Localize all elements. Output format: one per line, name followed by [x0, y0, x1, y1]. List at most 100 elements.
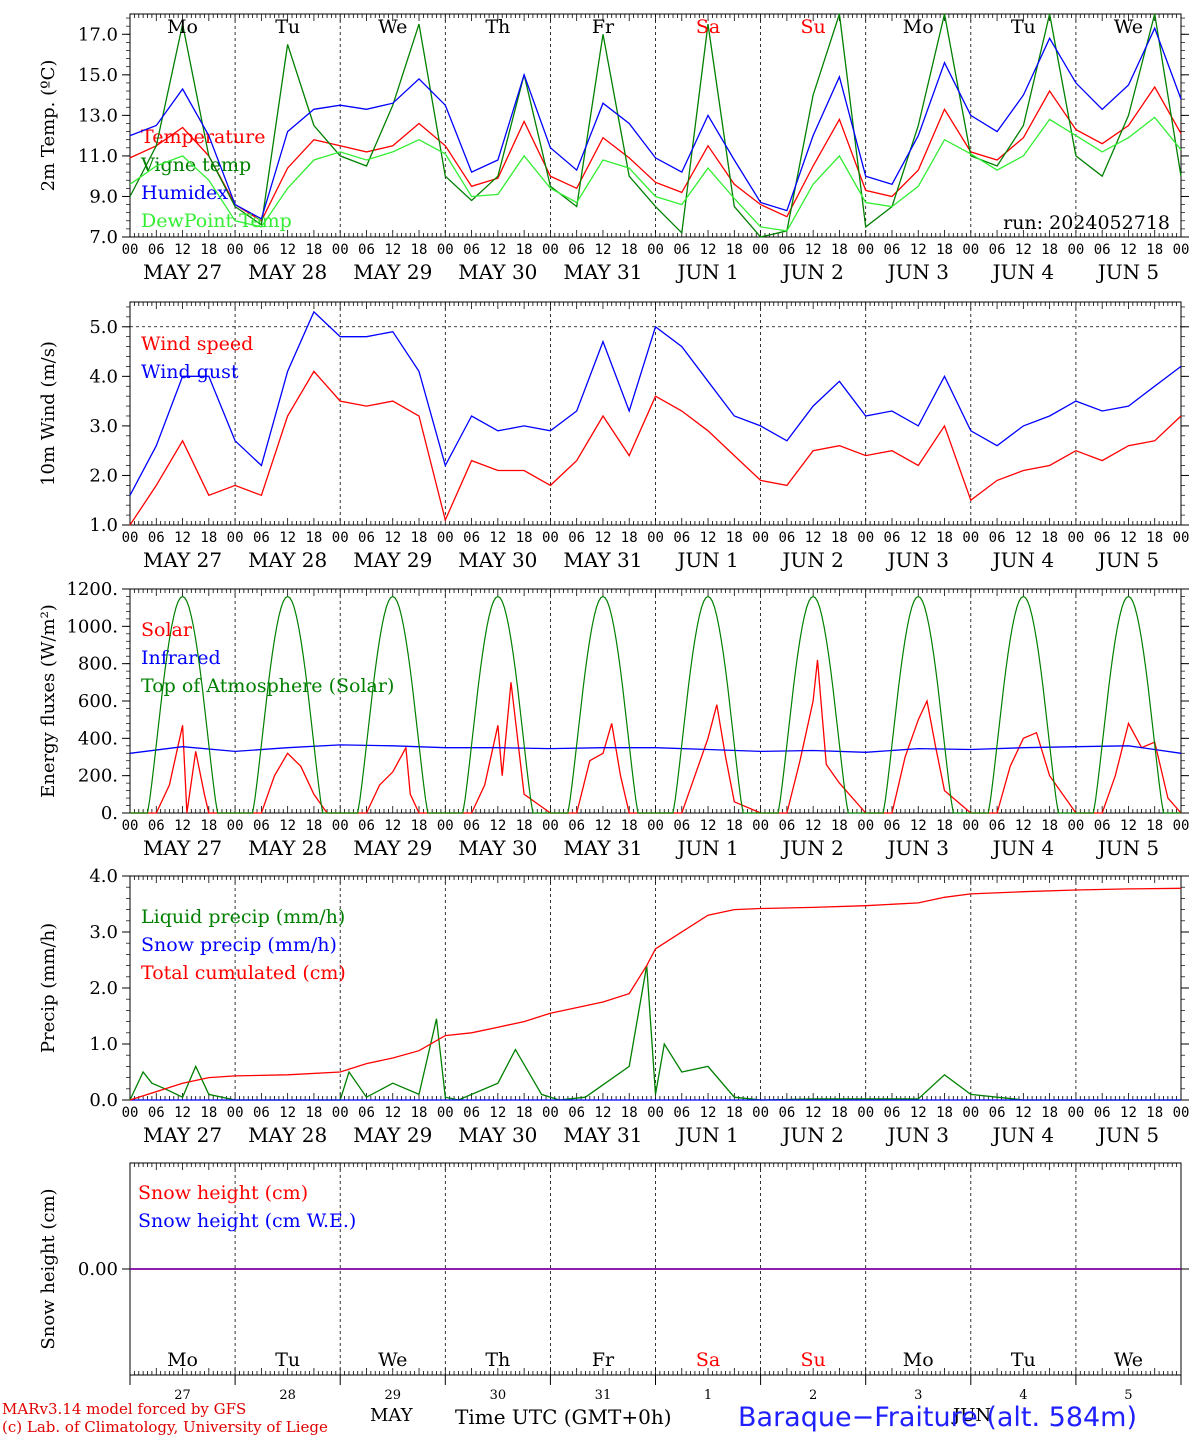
- hour-label: 18: [516, 1105, 533, 1121]
- day-name-bottom: Tu: [1011, 1349, 1036, 1371]
- date-label: JUN 1: [675, 836, 738, 860]
- day-name-top: Sa: [696, 16, 720, 38]
- day-name-bottom: Mo: [167, 1349, 198, 1371]
- date-label: JUN 1: [675, 548, 738, 572]
- series-line-wind-speed: [129, 370, 1182, 526]
- day-number: 27: [174, 1388, 191, 1403]
- hour-label: 00: [227, 1105, 244, 1121]
- hour-label: 00: [647, 530, 664, 546]
- hour-label: 18: [726, 530, 743, 546]
- legend-infrared: Infrared: [141, 647, 221, 669]
- hour-label: 00: [332, 530, 349, 546]
- date-label: MAY 30: [458, 260, 537, 284]
- legend-top-of-atmosphere-solar-: Top of Atmosphere (Solar): [141, 675, 394, 697]
- hour-label: 06: [989, 530, 1006, 546]
- day-name-top: Mo: [167, 16, 198, 38]
- hour-label: 12: [805, 530, 822, 546]
- hour-label: 12: [174, 530, 191, 546]
- date-label: MAY 31: [563, 1123, 642, 1147]
- hour-label: 06: [673, 818, 690, 834]
- hour-label: 18: [1146, 242, 1163, 258]
- day-name-top: Mo: [903, 16, 934, 38]
- day-name-bottom: We: [378, 1349, 407, 1371]
- date-label: MAY 31: [563, 836, 642, 860]
- hour-label: 00: [752, 1105, 769, 1121]
- hour-label: 06: [253, 818, 270, 834]
- hour-label: 06: [1094, 242, 1111, 258]
- hour-label: 06: [568, 242, 585, 258]
- y-tick-label: 0.00: [78, 1259, 118, 1280]
- hour-label: 00: [437, 818, 454, 834]
- hour-label: 12: [595, 242, 612, 258]
- hour-label: 12: [595, 1105, 612, 1121]
- hour-label: 06: [1094, 818, 1111, 834]
- hour-label: 00: [962, 818, 979, 834]
- y-tick-label: 4.0: [89, 866, 118, 887]
- hour-label: 18: [936, 818, 953, 834]
- hour-label: 00: [227, 530, 244, 546]
- hour-label: 00: [962, 242, 979, 258]
- date-label: MAY 29: [353, 260, 432, 284]
- hour-label: 06: [358, 242, 375, 258]
- hour-label: 18: [1146, 530, 1163, 546]
- hour-label: 00: [227, 818, 244, 834]
- day-name-top: We: [1114, 16, 1143, 38]
- hour-label: 06: [1094, 530, 1111, 546]
- hour-label: 12: [279, 242, 296, 258]
- hour-label: 12: [279, 530, 296, 546]
- hour-label: 00: [542, 242, 559, 258]
- hour-label: 12: [910, 242, 927, 258]
- y-tick-label: 13.0: [78, 105, 118, 126]
- hour-label: 06: [568, 818, 585, 834]
- day-name-top: Tu: [1011, 16, 1036, 38]
- date-label: JUN 2: [780, 1123, 843, 1147]
- date-label: MAY 27: [143, 548, 222, 572]
- date-label: MAY 31: [563, 548, 642, 572]
- hour-label: 18: [516, 242, 533, 258]
- hour-label: 00: [857, 1105, 874, 1121]
- hour-label: 06: [778, 1105, 795, 1121]
- legend-snow-precip-mm-h-: Snow precip (mm/h): [141, 934, 337, 956]
- hour-label: 06: [884, 818, 901, 834]
- hour-label: 12: [384, 530, 401, 546]
- hour-label: 00: [1067, 818, 1084, 834]
- day-name-top: Tu: [275, 16, 300, 38]
- hour-label: 00: [1067, 530, 1084, 546]
- legend-vigne-temp: Vigne temp: [140, 154, 251, 176]
- hour-label: 00: [1173, 242, 1190, 258]
- hour-label: 06: [253, 530, 270, 546]
- series-line-vigne-temp: [129, 13, 1182, 238]
- hour-label: 06: [463, 1105, 480, 1121]
- series-line-total-cumulated-cm-: [129, 887, 1182, 1101]
- hour-label: 18: [411, 242, 428, 258]
- hour-label: 06: [989, 818, 1006, 834]
- date-label: JUN 5: [1096, 260, 1159, 284]
- hour-label: 18: [1041, 818, 1058, 834]
- hour-label: 18: [1041, 530, 1058, 546]
- series-line-toa-solar: [130, 595, 1181, 814]
- y-tick-label: 3.0: [89, 416, 118, 437]
- series-line-liquid-precip-mm-h-: [129, 965, 1181, 1101]
- hour-label: 12: [1120, 1105, 1137, 1121]
- panel-frame-3: [129, 588, 1182, 814]
- hour-label: 12: [174, 1105, 191, 1121]
- hour-label: 00: [1173, 818, 1190, 834]
- legend-liquid-precip-mm-h-: Liquid precip (mm/h): [141, 906, 345, 928]
- hour-label: 18: [411, 818, 428, 834]
- hour-label: 12: [595, 818, 612, 834]
- hour-label: 18: [936, 530, 953, 546]
- hour-label: 06: [884, 530, 901, 546]
- hour-label: 18: [305, 242, 322, 258]
- x-axis-title: Time UTC (GMT+0h): [455, 1405, 672, 1429]
- hour-label: 06: [884, 242, 901, 258]
- y-tick-label: 2.0: [89, 978, 118, 999]
- hour-label: 00: [647, 242, 664, 258]
- hour-label: 00: [332, 242, 349, 258]
- date-label: JUN 2: [780, 260, 843, 284]
- hour-label: 00: [1067, 242, 1084, 258]
- hour-label: 18: [621, 818, 638, 834]
- date-label: MAY 29: [353, 836, 432, 860]
- date-label: JUN 4: [991, 1123, 1054, 1147]
- hour-label: 18: [726, 242, 743, 258]
- hour-label: 12: [174, 818, 191, 834]
